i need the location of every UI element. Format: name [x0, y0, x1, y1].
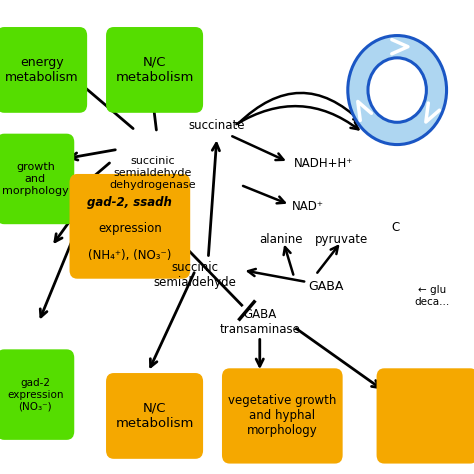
Circle shape	[368, 58, 427, 122]
FancyBboxPatch shape	[0, 349, 74, 440]
Text: ← glu
deca...: ← glu deca...	[414, 285, 450, 307]
Text: NADH+H⁺: NADH+H⁺	[294, 157, 354, 170]
FancyBboxPatch shape	[222, 368, 343, 464]
FancyBboxPatch shape	[0, 27, 87, 113]
Text: vegetative growth
and hyphal
morphology: vegetative growth and hyphal morphology	[228, 394, 337, 438]
Text: N/C
metabolism: N/C metabolism	[115, 402, 194, 430]
Text: expression: expression	[98, 222, 162, 236]
Text: gad-2, ssadh: gad-2, ssadh	[87, 196, 173, 209]
FancyBboxPatch shape	[0, 134, 74, 224]
Text: succinate: succinate	[189, 119, 245, 132]
FancyBboxPatch shape	[70, 174, 190, 279]
Text: gad-2
expression
(NO₃⁻): gad-2 expression (NO₃⁻)	[7, 378, 64, 411]
Text: pyruvate: pyruvate	[315, 233, 368, 246]
Text: succinic
semialdehyde: succinic semialdehyde	[154, 261, 237, 289]
Text: N/C
metabolism: N/C metabolism	[115, 56, 194, 84]
Text: NAD⁺: NAD⁺	[292, 200, 324, 213]
Text: GABA: GABA	[309, 280, 344, 293]
Text: TCA: TCA	[374, 80, 420, 100]
FancyBboxPatch shape	[106, 27, 203, 113]
FancyBboxPatch shape	[376, 368, 474, 464]
Text: (NH₄⁺), (NO₃⁻): (NH₄⁺), (NO₃⁻)	[88, 249, 172, 262]
Circle shape	[348, 36, 447, 145]
Text: succinic
semialdehyde
dehydrogenase: succinic semialdehyde dehydrogenase	[109, 156, 196, 190]
Text: GABA
transaminase: GABA transaminase	[219, 308, 300, 337]
Text: alanine: alanine	[259, 233, 303, 246]
Text: energy
metabolism: energy metabolism	[5, 56, 79, 84]
FancyBboxPatch shape	[106, 373, 203, 459]
Text: C: C	[391, 221, 399, 234]
Text: growth
and
morphology: growth and morphology	[2, 162, 69, 196]
